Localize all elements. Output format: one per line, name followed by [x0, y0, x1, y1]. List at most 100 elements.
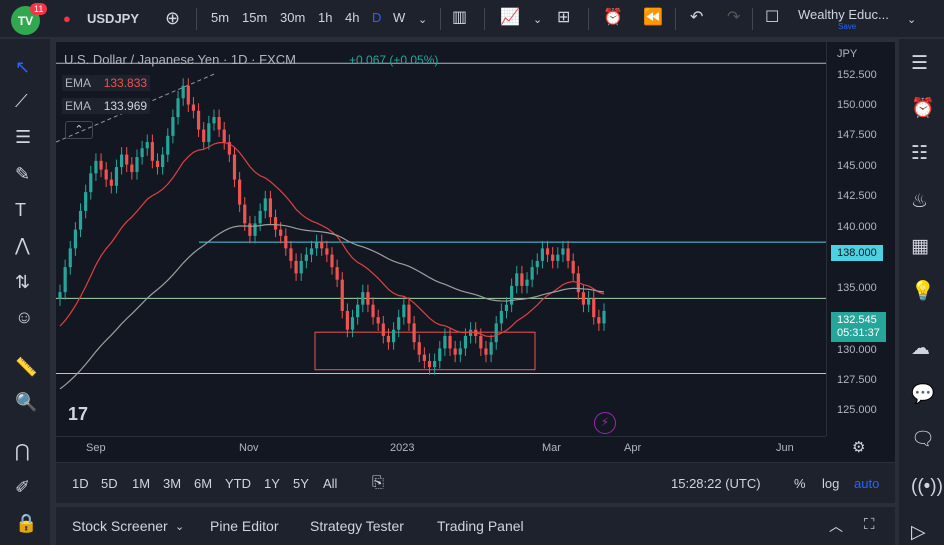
tf-1h[interactable]: 1h [318, 10, 333, 25]
price-chart[interactable] [56, 42, 826, 436]
tab-trading-panel[interactable]: Trading Panel [437, 518, 524, 534]
tf-d[interactable]: D [372, 10, 382, 25]
zoom-icon[interactable]: 🔍 [15, 392, 38, 412]
candle-type-icon[interactable]: ▥ [452, 9, 468, 26]
candle-body [315, 242, 319, 249]
data-window-icon[interactable]: ☷ [911, 143, 929, 164]
candle-body [171, 117, 175, 136]
collapse-legend-button[interactable]: ⌃ [65, 121, 93, 139]
candle-body [381, 323, 385, 336]
candle-body [263, 198, 267, 211]
candle-body [535, 260, 539, 268]
hotlist-icon[interactable]: ♨ [911, 191, 929, 212]
range-bar: 1D 5D 1M 3M 6M YTD 1Y 5Y All ⎘ 15:28:22 … [56, 463, 895, 503]
emoji-icon[interactable]: ☺ [15, 307, 34, 327]
price-axis[interactable] [826, 42, 895, 436]
auto-toggle[interactable]: auto [854, 476, 880, 491]
range-1y[interactable]: 1Y [264, 476, 280, 491]
chevron-down-icon[interactable]: ⌄ [418, 14, 428, 26]
replay-icon[interactable]: ⏪ [643, 9, 663, 26]
candle-body [243, 204, 247, 224]
candle-body [330, 254, 334, 268]
candle-body [284, 235, 288, 249]
ema-slow-row[interactable]: EMA 133.969 [62, 98, 151, 114]
cursor-icon[interactable]: ↖ [15, 57, 31, 77]
tf-w[interactable]: W [393, 10, 406, 25]
fib-icon[interactable]: ☰ [15, 127, 32, 147]
candle-body [566, 248, 570, 261]
lock-draw-icon[interactable]: ✐ [15, 477, 31, 497]
range-ytd[interactable]: YTD [225, 476, 251, 491]
brush-icon[interactable]: ✎ [15, 164, 31, 184]
indicators-icon[interactable]: 📈 [500, 9, 520, 26]
symbol-search[interactable]: USDJPY [87, 11, 140, 26]
ema-fast-row[interactable]: EMA 133.833 [62, 75, 151, 91]
date-axis[interactable] [56, 436, 826, 462]
percent-toggle[interactable]: % [794, 476, 806, 491]
right-sidebar: ☰ ⏰ ☷ ♨ ▦ 💡 ☁ 💬 🗨 ((•)) ▷ [898, 39, 944, 545]
bar-countdown: 05:31:37 [837, 327, 880, 339]
text-icon[interactable]: T [15, 200, 26, 220]
tf-30m[interactable]: 30m [280, 10, 306, 25]
watchlist-icon[interactable]: ☰ [911, 53, 929, 74]
candle-body [561, 248, 565, 255]
range-5d[interactable]: 5D [101, 476, 118, 491]
streams-icon[interactable]: ☁ [911, 338, 930, 359]
settings-gear-icon[interactable]: ⚙ [852, 439, 866, 456]
log-toggle[interactable]: log [822, 476, 840, 491]
clock[interactable]: 15:28:22 (UTC) [671, 476, 761, 491]
chevron-down-icon[interactable]: ⌄ [175, 521, 185, 533]
candle-body [489, 342, 493, 355]
alert-icon[interactable]: ⏰ [603, 9, 623, 26]
tf-4h[interactable]: 4h [345, 10, 360, 25]
chart-title: U.S. Dollar / Japanese Yen · 1D · FXCM [64, 52, 296, 67]
candle-body [68, 248, 72, 268]
date-range-icon[interactable]: ⎘ [372, 474, 385, 491]
trend-line-icon[interactable]: ⟋ [15, 91, 28, 111]
fullscreen-checkbox-icon[interactable]: ☐ [765, 9, 780, 26]
prediction-icon[interactable]: ⇅ [15, 272, 31, 292]
ideas-icon[interactable]: 💡 [911, 281, 935, 302]
chart-pane[interactable]: U.S. Dollar / Japanese Yen · 1D · FXCM +… [56, 42, 895, 462]
lightning-icon[interactable]: ⚡ [594, 412, 616, 434]
candle-body [433, 360, 437, 368]
tab-pine-editor[interactable]: Pine Editor [210, 518, 279, 534]
magnet-icon[interactable]: ⋂ [15, 441, 30, 461]
undo-icon[interactable]: ↶ [690, 9, 704, 26]
candle-body [78, 210, 83, 230]
broadcast-icon[interactable]: ((•)) [911, 476, 943, 497]
redo-icon[interactable]: ↷ [727, 9, 741, 26]
pattern-icon[interactable]: ⋀ [15, 235, 30, 255]
layout-icon[interactable]: ⊞ [557, 9, 571, 26]
ruler-icon[interactable]: 📏 [15, 357, 38, 377]
tab-stock-screener[interactable]: Stock Screener [72, 518, 168, 534]
candle-body [202, 129, 206, 143]
date-tick: Apr [624, 442, 642, 454]
chevron-down-icon[interactable]: ⌄ [907, 14, 917, 26]
tf-5m[interactable]: 5m [211, 10, 230, 25]
range-all[interactable]: All [323, 476, 338, 491]
alerts-clock-icon[interactable]: ⏰ [911, 98, 935, 119]
range-3m[interactable]: 3M [163, 476, 182, 491]
tab-strategy-tester[interactable]: Strategy Tester [310, 518, 404, 534]
notifications-icon[interactable]: 🗨 [911, 429, 936, 450]
chevron-down-icon[interactable]: ⌄ [533, 14, 543, 26]
layout-name[interactable]: Wealthy Educ... [798, 7, 889, 22]
calendar-icon[interactable]: ▦ [911, 236, 929, 257]
candle-body [181, 85, 185, 99]
candle-body [448, 335, 452, 349]
candle-body [597, 317, 601, 324]
candle-body [63, 267, 67, 293]
compare-add-icon[interactable]: ⊕ [165, 8, 181, 28]
maximize-icon[interactable]: ⛶ [864, 516, 875, 533]
range-1m[interactable]: 1M [132, 476, 151, 491]
help-icon[interactable]: ▷ [911, 522, 926, 543]
currency-label[interactable]: JPY [837, 48, 858, 60]
chevron-up-icon[interactable]: ︿ [829, 518, 843, 534]
lock-icon[interactable]: 🔒 [15, 513, 38, 533]
range-5y[interactable]: 5Y [293, 476, 309, 491]
range-6m[interactable]: 6M [194, 476, 213, 491]
chats-icon[interactable]: 💬 [911, 384, 935, 405]
range-1d[interactable]: 1D [72, 476, 89, 491]
tf-15m[interactable]: 15m [242, 10, 268, 25]
